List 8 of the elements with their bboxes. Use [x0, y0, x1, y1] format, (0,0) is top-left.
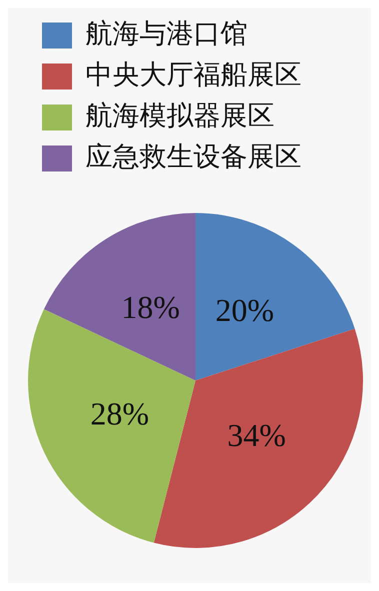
legend-label: 航海与港口馆 — [86, 18, 248, 49]
data-label: 18% — [121, 289, 180, 326]
legend-label: 应急救生设备展区 — [86, 142, 302, 172]
data-label: 28% — [90, 396, 150, 432]
legend-label: 航海模拟器展区 — [86, 100, 274, 131]
legend-label: 中央大厅福船展区 — [86, 60, 302, 90]
data-label: 20% — [215, 292, 274, 328]
data-label: 34% — [227, 417, 286, 454]
